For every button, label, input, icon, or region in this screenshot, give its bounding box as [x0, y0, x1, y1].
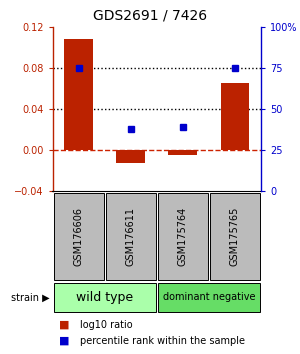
- Bar: [53, 193, 104, 280]
- Text: dominant negative: dominant negative: [163, 292, 255, 302]
- Bar: [210, 193, 260, 280]
- Text: GSM176606: GSM176606: [74, 207, 84, 266]
- Bar: [169, 150, 197, 155]
- Text: GSM176611: GSM176611: [126, 207, 136, 266]
- Text: GSM175764: GSM175764: [178, 207, 188, 266]
- Bar: [220, 83, 249, 150]
- Bar: [53, 283, 156, 312]
- Text: ■: ■: [58, 336, 69, 346]
- Text: GDS2691 / 7426: GDS2691 / 7426: [93, 9, 207, 23]
- Bar: [158, 193, 208, 280]
- Bar: [106, 193, 156, 280]
- Bar: [116, 150, 145, 164]
- Bar: [64, 39, 93, 150]
- Text: log10 ratio: log10 ratio: [80, 320, 132, 330]
- Text: percentile rank within the sample: percentile rank within the sample: [80, 336, 244, 346]
- Text: GSM175765: GSM175765: [230, 207, 240, 266]
- Text: ■: ■: [58, 320, 69, 330]
- Text: strain ▶: strain ▶: [11, 292, 50, 302]
- Text: wild type: wild type: [76, 291, 133, 304]
- Bar: [158, 283, 260, 312]
